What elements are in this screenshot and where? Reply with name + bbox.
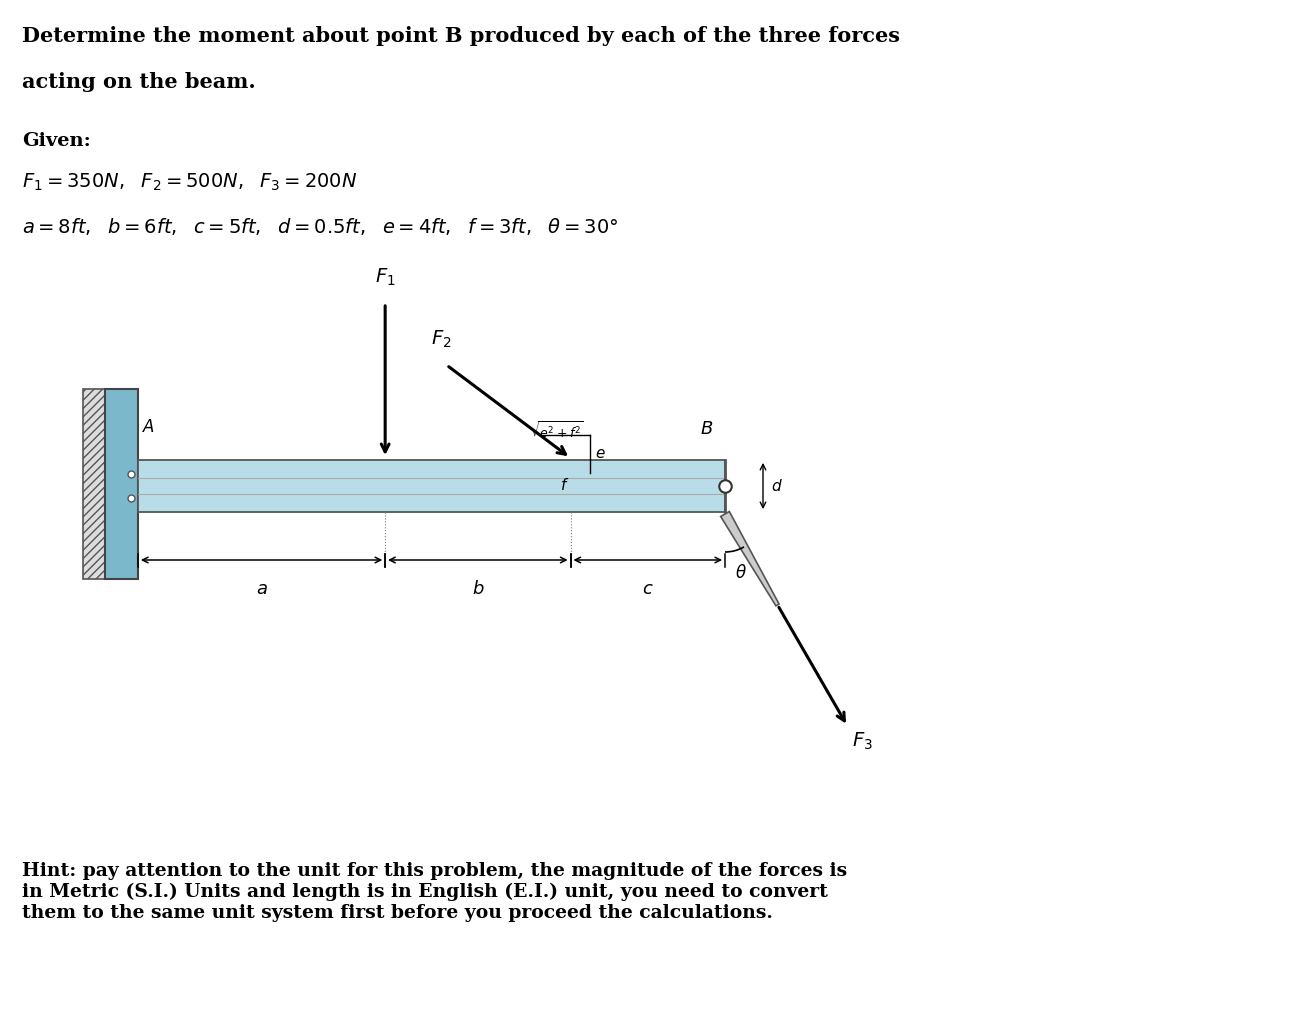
Text: $A$: $A$ [142, 419, 155, 436]
Text: $\theta$: $\theta$ [736, 564, 747, 582]
Polygon shape [721, 511, 779, 605]
Text: acting on the beam.: acting on the beam. [22, 72, 255, 92]
Bar [138, 460, 725, 512]
Text: $e$: $e$ [595, 447, 605, 460]
Bar [105, 389, 138, 579]
Text: Hint: pay attention to the unit for this problem, the magnitude of the forces is: Hint: pay attention to the unit for this… [22, 862, 848, 922]
Text: $d$: $d$ [771, 478, 783, 494]
Text: $F_3$: $F_3$ [853, 731, 874, 752]
Text: $F_1$: $F_1$ [375, 267, 396, 288]
Bar [83, 389, 105, 579]
Text: $B$: $B$ [700, 420, 713, 438]
Text: $a$: $a$ [255, 580, 267, 598]
Text: Determine the moment about point B produced by each of the three forces: Determine the moment about point B produ… [22, 26, 900, 46]
Text: Given:: Given: [22, 132, 91, 150]
Text: $F_2$: $F_2$ [431, 329, 452, 350]
Text: $F_1 = 350N,\ \ F_2 = 500N,\ \ F_3 = 200N$: $F_1 = 350N,\ \ F_2 = 500N,\ \ F_3 = 200… [22, 172, 357, 194]
Text: $b$: $b$ [471, 580, 484, 598]
Text: $\sqrt{e^2+f^2}$: $\sqrt{e^2+f^2}$ [530, 421, 583, 442]
Text: $f$: $f$ [560, 477, 569, 493]
Text: $a = 8ft,\ \ b = 6ft,\ \ c = 5ft,\ \ d = 0.5ft,\ \ e = 4ft,\ \ f = 3ft,\ \ \thet: $a = 8ft,\ \ b = 6ft,\ \ c = 5ft,\ \ d =… [22, 216, 618, 237]
Text: $c$: $c$ [642, 580, 654, 598]
